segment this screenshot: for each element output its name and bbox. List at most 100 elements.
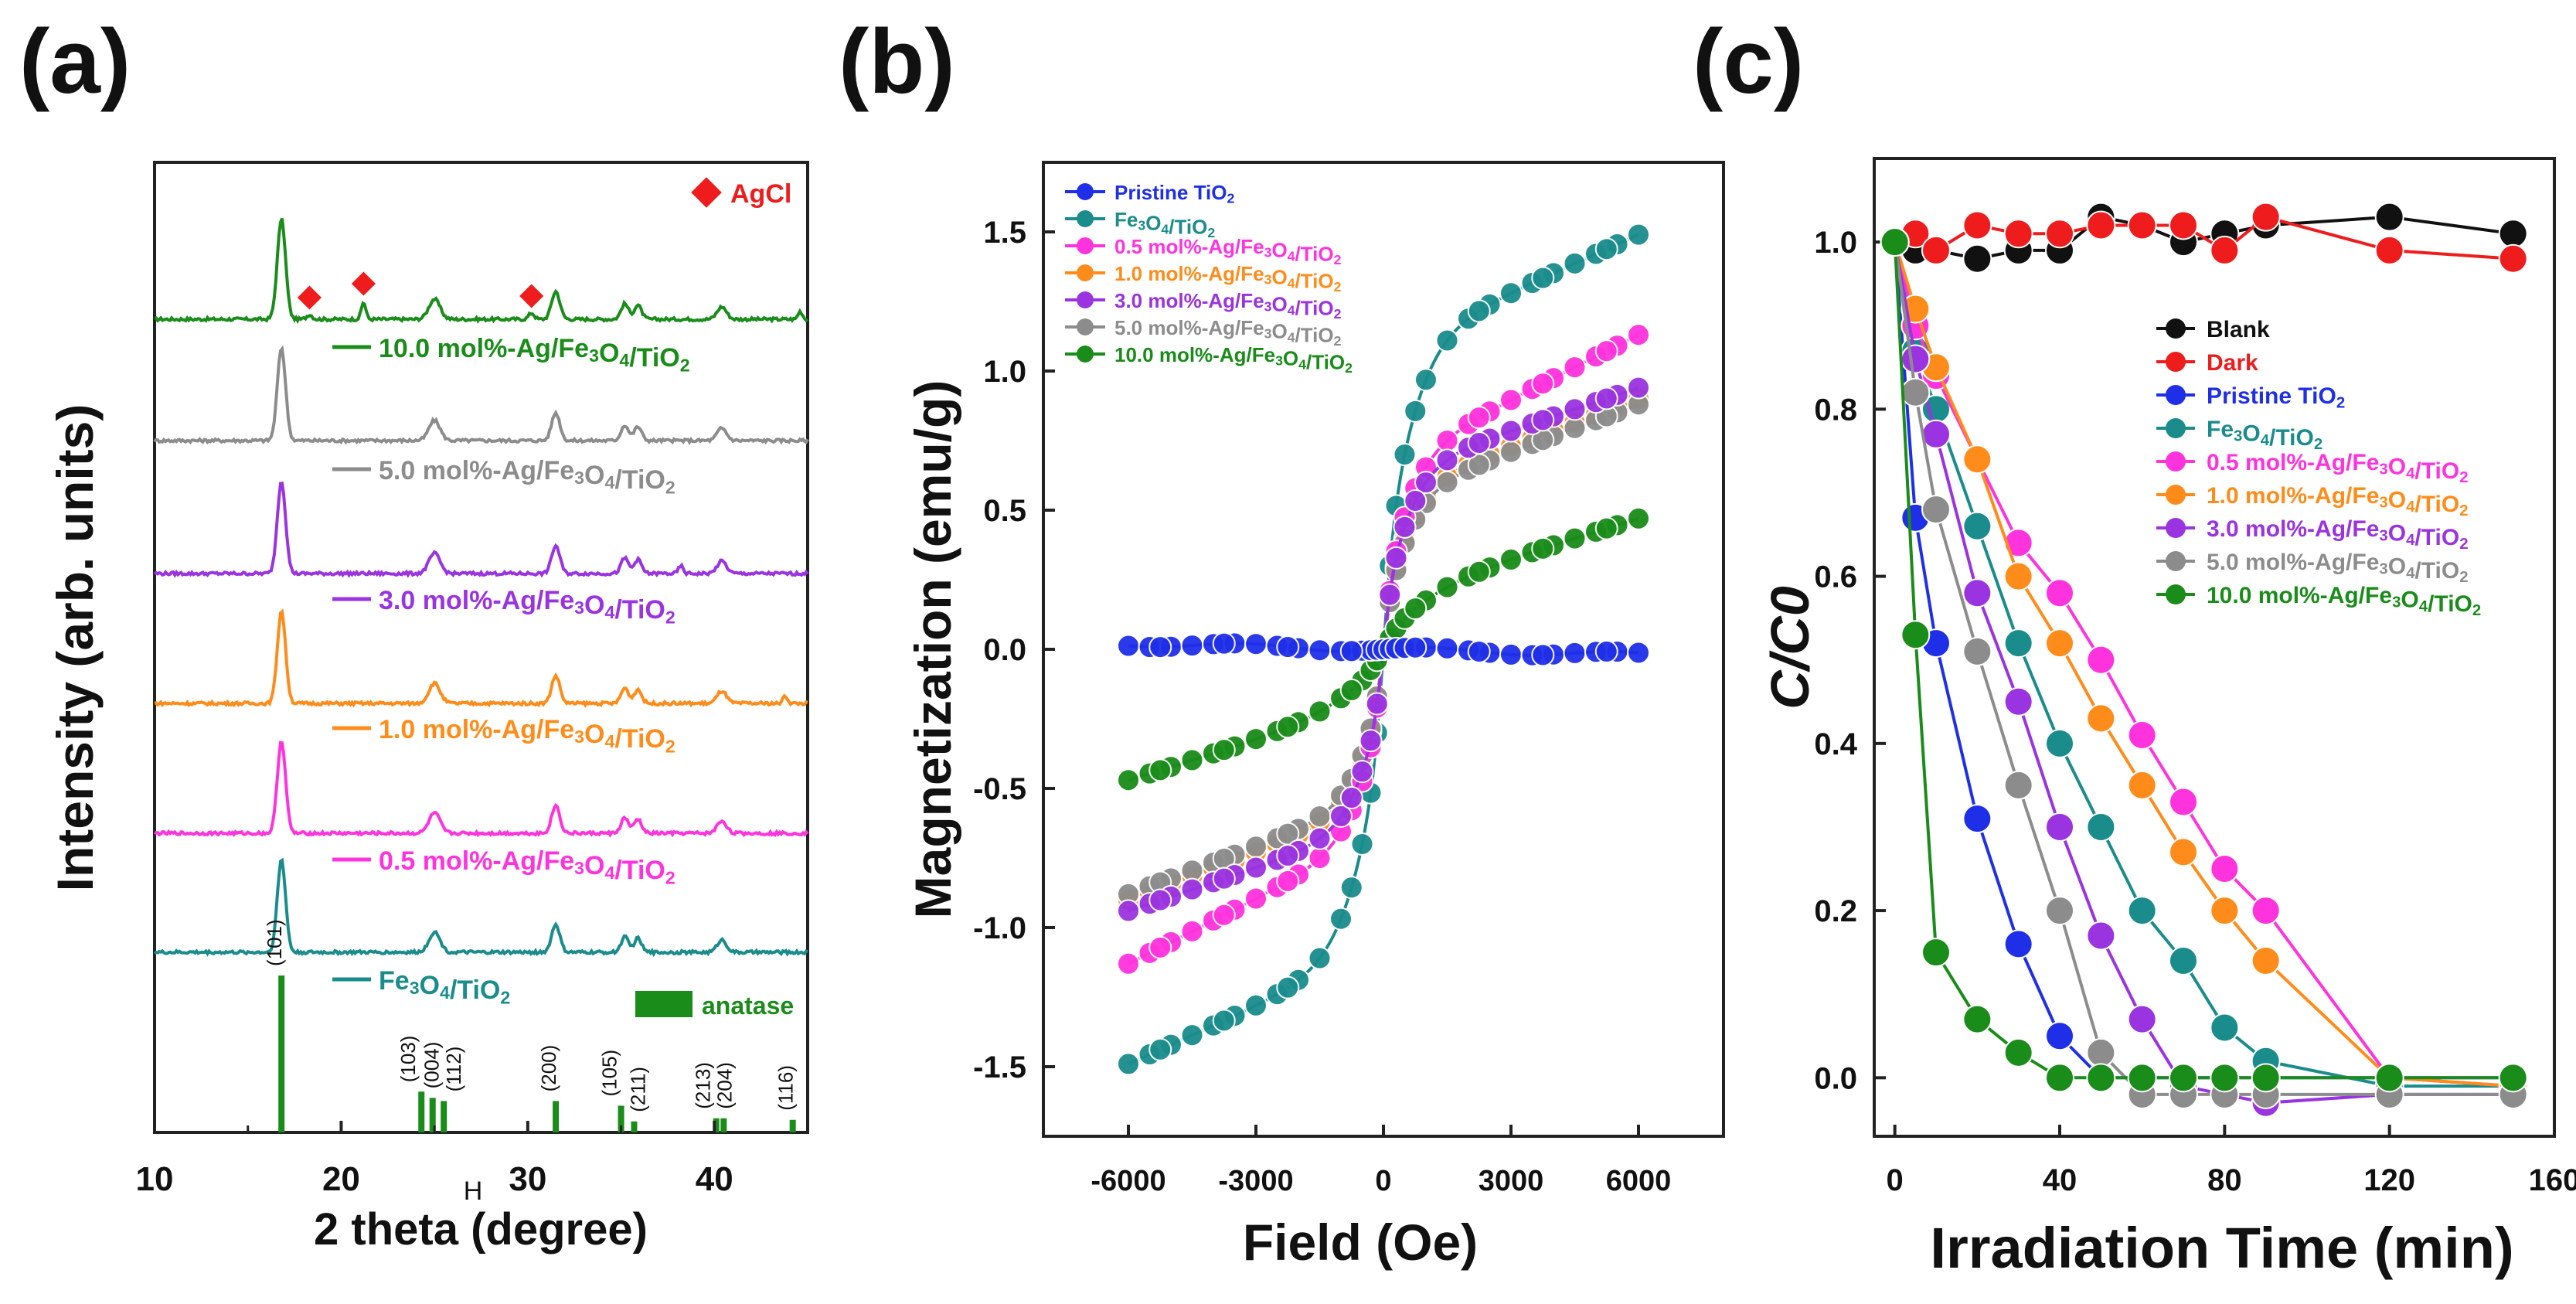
- legend-label: 3.0 mol%-Ag/Fe3O4/TiO2: [2207, 516, 2469, 553]
- degradation-line: [1893, 241, 2513, 1088]
- mh-point: [1180, 748, 1204, 772]
- degradation-point: [2003, 528, 2033, 558]
- mh-point: [1499, 642, 1523, 666]
- mh-point: [1329, 907, 1353, 931]
- mh-point: [1594, 237, 1618, 261]
- mh-point: [1414, 368, 1438, 392]
- mh-point: [1467, 299, 1491, 323]
- mh-point: [1594, 516, 1618, 540]
- mh-point: [1627, 223, 1650, 247]
- anatase-reference-stick: [429, 1098, 436, 1132]
- mh-point: [1180, 877, 1204, 901]
- panel-b-xlabel: Field (Oe): [1243, 1214, 1478, 1271]
- degradation-line: [1893, 241, 2513, 1096]
- degradation-point: [2251, 896, 2281, 926]
- y-tick-label: 0.5: [983, 494, 1026, 528]
- mh-point: [1244, 727, 1268, 751]
- agcl-legend-label: AgCl: [730, 179, 791, 209]
- y-tick-label: 0.2: [1814, 894, 1857, 928]
- degradation-point: [1921, 235, 1951, 265]
- mh-point: [1404, 635, 1428, 659]
- degradation-point: [2210, 1063, 2240, 1093]
- agcl-peak-marker: [519, 284, 544, 308]
- y-tick-label: -0.5: [973, 772, 1026, 806]
- xrd-trace-label: 3.0 mol%-Ag/Fe3O4/TiO2: [379, 586, 675, 627]
- mh-point: [1244, 632, 1268, 656]
- legend-label: Pristine TiO2: [2207, 383, 2345, 411]
- xrd-trace: [153, 482, 809, 578]
- y-tick-label: 0.4: [1814, 727, 1857, 761]
- legend-label: Dark: [2207, 350, 2258, 376]
- mh-point: [1148, 1037, 1172, 1061]
- legend-label: 10.0 mol%-Ag/Fe3O4/TiO2: [1114, 343, 1353, 376]
- mh-point: [1404, 399, 1428, 423]
- mh-point: [1435, 428, 1459, 452]
- degradation-point: [1901, 377, 1931, 407]
- xrd-trace-label: 0.5 mol%-Ag/Fe3O4/TiO2: [379, 846, 675, 887]
- degradation-point: [2045, 1063, 2074, 1093]
- mh-point: [1148, 888, 1172, 912]
- mh-point: [1499, 547, 1523, 571]
- mh-point: [1563, 356, 1587, 380]
- legend-marker: [1077, 346, 1094, 363]
- legend-marker: [1077, 237, 1094, 254]
- panel-b-label: (b): [839, 11, 955, 113]
- mh-point: [1350, 832, 1374, 856]
- legend-marker: [1077, 264, 1094, 281]
- panel-a-frame: [153, 161, 809, 1134]
- mh-point: [1563, 641, 1587, 665]
- legend-marker: [2166, 584, 2186, 604]
- anatase-legend-swatch: [635, 991, 692, 1017]
- xrd-trace: [154, 741, 809, 838]
- legend-marker: [2166, 418, 2186, 438]
- y-tick-label: 0.8: [1814, 393, 1857, 427]
- legend-marker: [2166, 318, 2186, 339]
- panel-c-frame: [1873, 157, 2556, 1138]
- legend-marker: [1077, 318, 1094, 335]
- mh-point: [1627, 323, 1650, 347]
- degradation-point: [1901, 620, 1931, 650]
- degradation-point: [2045, 628, 2074, 659]
- degradation-point: [2498, 243, 2528, 274]
- mh-point: [1627, 376, 1650, 400]
- mh-point: [1212, 1009, 1236, 1033]
- mh-point: [1393, 515, 1417, 539]
- mh-point: [1435, 636, 1459, 660]
- mh-point: [1499, 419, 1523, 443]
- legend-label: Blank: [2207, 317, 2270, 342]
- degradation-line: [1893, 241, 2513, 1088]
- mh-point: [1148, 758, 1172, 782]
- degradation-point: [2086, 210, 2116, 240]
- mh-point: [1117, 899, 1140, 923]
- mh-point: [1365, 692, 1389, 716]
- mh-point: [1359, 729, 1383, 753]
- mh-point: [1308, 826, 1332, 850]
- degradation-point: [2045, 896, 2074, 926]
- degradation-point: [2086, 1063, 2116, 1093]
- mh-point: [1594, 639, 1618, 663]
- mh-point: [1467, 639, 1491, 663]
- anatase-reference-stick: [713, 1118, 720, 1132]
- x-tick-label: 10: [136, 1160, 174, 1198]
- panel-c-label: (c): [1693, 11, 1804, 113]
- mh-point: [1435, 575, 1459, 599]
- hkl-label: (103): [396, 1036, 420, 1083]
- anatase-legend: anatase: [635, 991, 794, 1020]
- mh-point: [1393, 443, 1417, 467]
- y-tick-label: 0.0: [1814, 1061, 1857, 1095]
- agcl-peak-marker: [297, 285, 322, 310]
- mh-point: [1350, 760, 1374, 784]
- degradation-point: [2003, 628, 2033, 659]
- degradation-point: [2003, 219, 2033, 249]
- y-tick-label: 1.0: [983, 355, 1026, 389]
- degradation-point: [2127, 1004, 2157, 1034]
- x-tick-label: 6000: [1606, 1165, 1672, 1197]
- degradation-point: [2498, 219, 2528, 249]
- panel-c-ylabel: C/C0: [1760, 586, 1820, 710]
- mh-point: [1339, 678, 1363, 702]
- mh-point: [1384, 546, 1408, 570]
- mh-point: [1499, 388, 1523, 412]
- mh-point: [1339, 876, 1363, 900]
- degradation-point: [2086, 645, 2116, 675]
- legend-label: 5.0 mol%-Ag/Fe3O4/TiO2: [2207, 550, 2469, 586]
